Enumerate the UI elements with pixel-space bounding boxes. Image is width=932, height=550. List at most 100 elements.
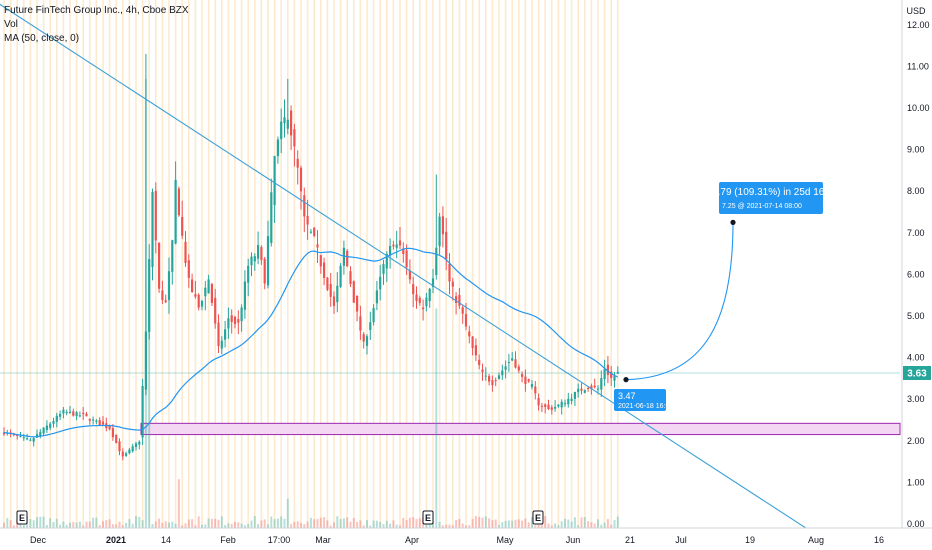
volume-bar: [435, 308, 438, 528]
candle-body: [389, 245, 392, 256]
x-tick-label: 19: [745, 535, 755, 545]
x-tick-label: Mar: [315, 535, 331, 545]
candle-body: [438, 216, 441, 247]
volume-bar: [118, 521, 121, 528]
session-stripe: [128, 0, 131, 528]
price-axis[interactable]: [902, 0, 932, 550]
volume-bar: [276, 518, 279, 528]
x-tick-label: Apr: [405, 535, 419, 545]
session-stripe: [353, 0, 355, 528]
session-stripe: [504, 0, 507, 528]
projection-start-callout[interactable]: 3.47 2021-06-18 16:00: [614, 389, 673, 411]
volume-bar: [141, 520, 144, 528]
projection-start-point[interactable]: [623, 377, 629, 383]
candle-body: [491, 380, 494, 386]
volume-bar: [527, 522, 530, 528]
candle-body: [464, 314, 468, 327]
session-stripe: [207, 0, 210, 528]
session-stripe: [287, 0, 289, 528]
ma-indicator-label[interactable]: MA (50, close, 0): [4, 33, 80, 44]
candle-body: [306, 216, 309, 225]
volume-bar: [151, 524, 154, 528]
volume-bar: [392, 520, 395, 528]
descending-trendline[interactable]: [0, 0, 813, 533]
volume-bar: [329, 525, 332, 528]
volume-bar: [524, 518, 527, 528]
volume-bar: [29, 519, 32, 528]
volume-bar: [438, 521, 441, 528]
volume-bar: [319, 517, 322, 528]
projection-end-point[interactable]: [730, 219, 736, 225]
moving-average-line[interactable]: [3, 247, 619, 438]
y-tick-label: 11.00: [907, 61, 929, 71]
candle-body: [224, 329, 227, 340]
volume-bar: [260, 520, 263, 528]
volume-bar: [309, 517, 312, 528]
volume-bar: [230, 523, 233, 528]
candle-body: [514, 359, 517, 368]
volume-indicator-label[interactable]: Vol: [4, 19, 18, 30]
candle-body: [484, 375, 487, 377]
volume-bar: [187, 519, 190, 528]
symbol-title[interactable]: Future FinTech Group Inc., 4h, Cboe BZX: [4, 5, 189, 16]
session-stripe: [379, 0, 381, 528]
session-stripe: [273, 0, 276, 528]
candle-body: [42, 427, 45, 434]
session-stripe: [465, 0, 467, 528]
candle-body: [405, 250, 408, 268]
volume-bar: [534, 525, 537, 528]
candle-body: [88, 418, 91, 421]
volume-bar: [161, 522, 164, 528]
candle-body: [72, 411, 75, 416]
volume-bar: [243, 525, 246, 528]
support-zone-rectangle[interactable]: [140, 422, 901, 436]
candle-body: [82, 412, 85, 415]
candle-body: [177, 188, 180, 216]
volume-bar: [22, 525, 25, 528]
earnings-marker[interactable]: E: [422, 510, 434, 525]
session-stripe: [3, 0, 5, 528]
volume-bar: [326, 520, 329, 528]
candle-body: [362, 334, 365, 342]
candle-body: [392, 244, 395, 247]
candle-body: [412, 284, 415, 295]
earnings-marker[interactable]: E: [16, 510, 28, 525]
time-axis[interactable]: [0, 528, 932, 550]
volume-bar: [405, 520, 408, 528]
volume-bar: [375, 520, 378, 528]
earnings-marker[interactable]: E: [532, 510, 544, 525]
volume-bar: [181, 525, 184, 528]
volume-bar: [197, 516, 200, 528]
candle-body: [62, 409, 65, 414]
volume-bar: [570, 521, 573, 528]
volume-bar: [471, 518, 474, 528]
candle-body: [49, 423, 52, 428]
volume-bar: [369, 525, 372, 528]
candle-body: [323, 262, 326, 278]
projection-curve[interactable]: [625, 222, 734, 381]
volume-bar: [432, 521, 434, 528]
session-stripe: [293, 0, 296, 528]
candle-body: [517, 366, 520, 371]
projection-detail: 7.25 @ 2021-07-14 08:00: [722, 203, 802, 210]
session-stripe: [82, 0, 84, 528]
volume-bar: [135, 516, 137, 528]
candle-body: [524, 376, 527, 384]
volume-bar: [336, 516, 339, 528]
volume-bar: [349, 521, 352, 528]
volume-bar: [283, 518, 286, 528]
candle-body: [247, 265, 250, 283]
candle-body: [296, 158, 299, 168]
session-stripe: [577, 0, 579, 528]
candle-body: [587, 387, 590, 389]
y-tick-label: 7.00: [907, 228, 925, 238]
candle-body: [339, 265, 342, 287]
candle-body: [290, 110, 293, 136]
candle-body: [194, 294, 197, 297]
projection-target-callout[interactable]: 3.79 (109.31%) in 25d 16h 7.25 @ 2021-07-…: [712, 182, 830, 214]
volume-bar: [382, 524, 385, 528]
y-tick-label: 10.00: [907, 103, 930, 113]
candle-body: [214, 297, 217, 324]
candle-body: [596, 388, 600, 390]
